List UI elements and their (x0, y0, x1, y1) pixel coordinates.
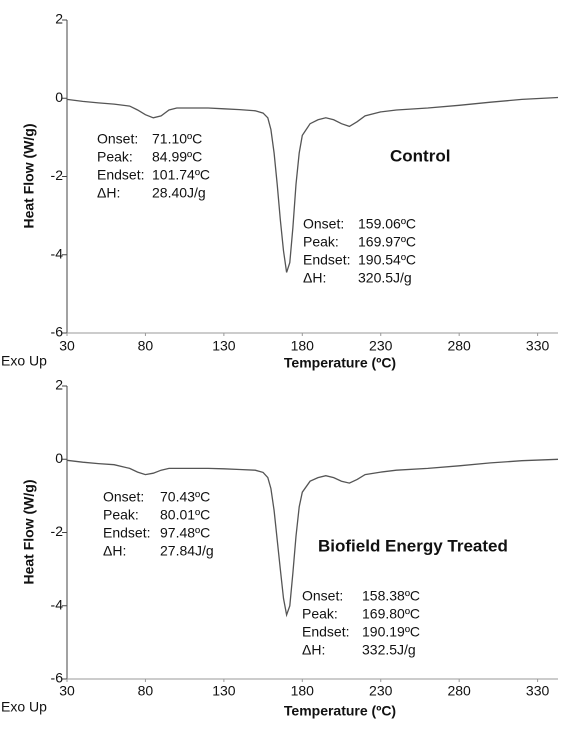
y-tick-label: 0 (55, 450, 63, 466)
annotation-label: Onset: (97, 131, 138, 147)
x-axis-title: Temperature (ºC) (284, 703, 396, 719)
y-tick-label: 2 (55, 11, 63, 27)
thermogram-curve (66, 458, 559, 618)
chart-caption: Biofield Energy Treated (318, 536, 508, 555)
annotation-value: 332.5J/g (362, 642, 416, 658)
x-tick-label: 230 (369, 338, 393, 354)
annotation-label: Endset: (302, 624, 349, 640)
x-tick-label: 80 (138, 683, 154, 699)
annotation-label: Endset: (97, 167, 144, 183)
annotation-value: 70.43ºC (160, 489, 210, 505)
x-tick-label: 30 (59, 683, 75, 699)
y-tick-label: -2 (51, 523, 64, 539)
annotation-label: Onset: (103, 489, 144, 505)
annotation-value: 320.5J/g (358, 270, 412, 286)
y-tick-label: -4 (51, 245, 64, 261)
x-tick-label: 80 (138, 338, 154, 354)
annotation-value: 190.19ºC (362, 624, 420, 640)
y-tick-label: -4 (51, 596, 64, 612)
annotation-value: 97.48ºC (160, 525, 210, 541)
annotation-value: 84.99ºC (152, 149, 202, 165)
annotation-label: Onset: (303, 216, 344, 232)
annotation-value: 80.01ºC (160, 507, 210, 523)
annotation-label: Endset: (103, 525, 150, 541)
annotation-label: ΔH: (302, 642, 325, 658)
chart-caption: Control (390, 146, 450, 165)
annotation-label: Onset: (302, 588, 343, 604)
y-axis-title: Heat Flow (W/g) (21, 124, 37, 229)
x-tick-label: 130 (212, 683, 236, 699)
annotation-value: 169.97ºC (358, 234, 416, 250)
annotation-label: ΔH: (97, 185, 120, 201)
annotation-value: 71.10ºC (152, 131, 202, 147)
thermogram-curve (66, 96, 559, 273)
x-tick-label: 330 (526, 683, 550, 699)
exo-up-note: Exo Up (1, 353, 47, 369)
y-tick-label: -6 (51, 324, 64, 340)
annotation-value: 159.06ºC (358, 216, 416, 232)
annotation-label: Peak: (97, 149, 133, 165)
annotation-value: 158.38ºC (362, 588, 420, 604)
annotation-label: ΔH: (303, 270, 326, 286)
x-tick-label: 280 (447, 338, 471, 354)
y-tick-label: 2 (55, 377, 63, 393)
annotation-label: ΔH: (103, 543, 126, 559)
annotation-value: 169.80ºC (362, 606, 420, 622)
annotation-label: Peak: (103, 507, 139, 523)
x-tick-label: 180 (291, 683, 315, 699)
x-tick-label: 30 (59, 338, 75, 354)
x-axis-title: Temperature (ºC) (284, 355, 396, 371)
y-tick-label: -2 (51, 167, 64, 183)
y-tick-label: 0 (55, 89, 63, 105)
x-tick-label: 230 (369, 683, 393, 699)
annotation-value: 190.54ºC (358, 252, 416, 268)
annotation-value: 101.74ºC (152, 167, 210, 183)
y-tick-label: -6 (51, 670, 64, 686)
x-tick-label: 330 (526, 338, 550, 354)
x-tick-label: 280 (447, 683, 471, 699)
x-tick-label: 180 (291, 338, 315, 354)
exo-up-note: Exo Up (1, 699, 47, 715)
x-tick-label: 130 (212, 338, 236, 354)
annotation-value: 28.40J/g (152, 185, 206, 201)
annotation-value: 27.84J/g (160, 543, 214, 559)
annotation-label: Peak: (302, 606, 338, 622)
y-axis-title: Heat Flow (W/g) (21, 480, 37, 585)
annotation-label: Endset: (303, 252, 350, 268)
annotation-label: Peak: (303, 234, 339, 250)
